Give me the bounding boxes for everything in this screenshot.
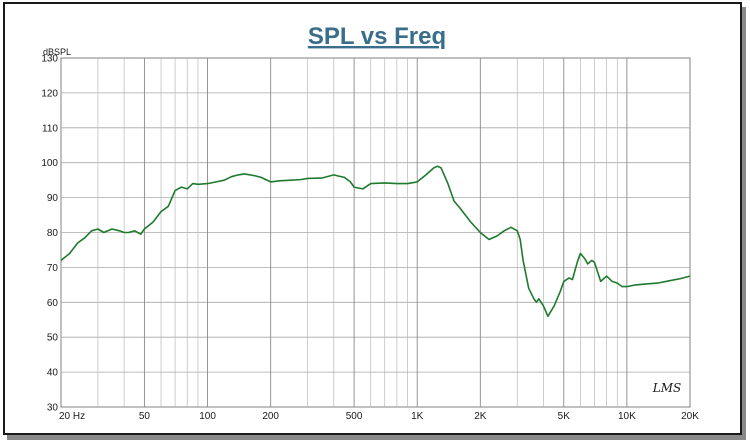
x-tick-labels: 20 Hz 50 100 200 500 1K 2K 5K 10K 20K xyxy=(59,411,699,422)
spl-series-line xyxy=(60,165,691,318)
y-tick-label: 100 xyxy=(41,158,58,169)
chart-svg: SPL vs Freq dBSPL 20 Hz 50 100 200 500 1K 2K 5K… xyxy=(41,23,699,422)
y-tick-label: 70 xyxy=(47,263,59,274)
lms-logo: LMS xyxy=(652,381,681,395)
x-tick-label: 100 xyxy=(199,411,216,422)
grid-lines xyxy=(61,58,690,407)
x-tick-label: 50 xyxy=(139,411,151,422)
x-tick-label: 200 xyxy=(262,411,279,422)
y-tick-label: 50 xyxy=(47,333,59,344)
y-tick-label: 130 xyxy=(41,54,58,65)
chart-title: SPL vs Freq xyxy=(308,23,446,50)
x-tick-label: 20 Hz xyxy=(59,411,85,422)
y-tick-label: 30 xyxy=(47,403,59,414)
x-tick-label: 1K xyxy=(411,411,424,422)
chart-frame: SPL vs Freq dBSPL 20 Hz 50 100 200 500 1K 2K 5K… xyxy=(3,2,742,435)
x-tick-label: 20K xyxy=(681,411,699,422)
y-unit-label: dBSPL xyxy=(43,47,71,57)
series-layer xyxy=(60,165,691,318)
y-tick-label: 120 xyxy=(41,88,58,99)
y-tick-label: 80 xyxy=(47,228,59,239)
x-tick-label: 5K xyxy=(558,411,571,422)
x-tick-label: 10K xyxy=(618,411,636,422)
y-tick-label: 40 xyxy=(47,368,59,379)
y-tick-label: 110 xyxy=(42,123,58,134)
x-tick-label: 500 xyxy=(346,411,363,422)
y-tick-label: 90 xyxy=(47,193,59,204)
y-tick-labels: 130 120 110 100 90 80 70 60 50 40 30 xyxy=(41,54,58,414)
y-tick-label: 60 xyxy=(47,298,59,309)
x-tick-label: 2K xyxy=(474,411,487,422)
